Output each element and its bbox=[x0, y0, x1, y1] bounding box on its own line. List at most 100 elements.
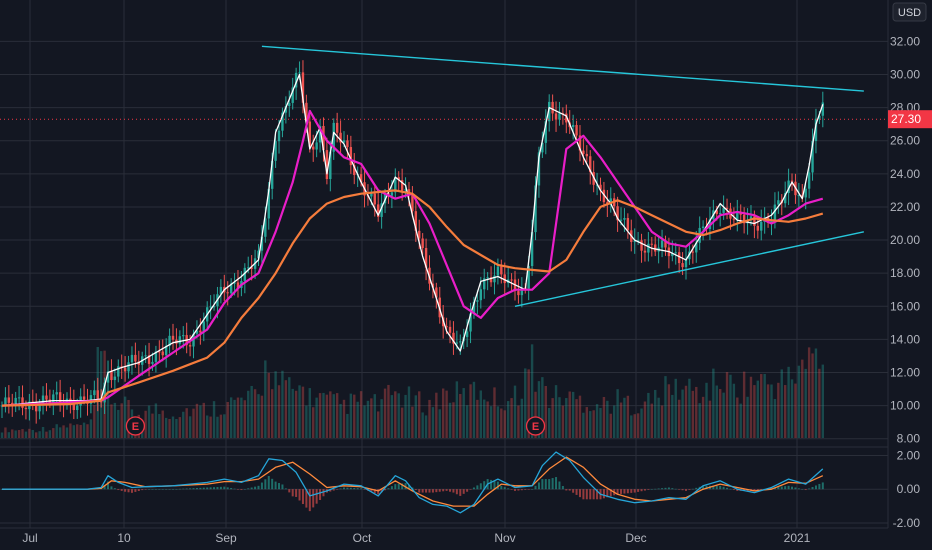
candle-body bbox=[749, 216, 753, 221]
last-price-label: 27.30 bbox=[891, 112, 921, 126]
macd-histogram-bar bbox=[257, 485, 260, 490]
macd-histogram-bar bbox=[438, 489, 441, 492]
macd-histogram-bar bbox=[555, 477, 558, 490]
macd-histogram-bar bbox=[322, 489, 325, 497]
candle-body bbox=[52, 394, 55, 403]
candle-body bbox=[476, 300, 479, 302]
volume-bar bbox=[168, 418, 171, 438]
volume-bar bbox=[595, 404, 599, 438]
candle-body bbox=[264, 218, 267, 237]
volume-bar bbox=[192, 408, 195, 438]
volume-bar bbox=[506, 401, 510, 438]
macd-histogram-bar bbox=[455, 489, 458, 495]
candle-body bbox=[72, 401, 76, 411]
candle-body bbox=[602, 189, 606, 203]
macd-histogram-bar bbox=[445, 489, 448, 491]
volume-bar bbox=[558, 397, 561, 438]
volume-bar bbox=[175, 418, 178, 438]
macd-histogram-bar bbox=[264, 479, 267, 490]
candle-body bbox=[291, 87, 294, 103]
macd-histogram-bar bbox=[407, 485, 410, 490]
volume-bar bbox=[264, 360, 267, 438]
volume-bar bbox=[188, 416, 192, 438]
candle-body bbox=[178, 336, 182, 344]
volume-bar bbox=[270, 389, 274, 438]
price-tick-label: 10.00 bbox=[890, 399, 920, 413]
earnings-marker[interactable] bbox=[125, 416, 146, 436]
volume-bar bbox=[435, 392, 438, 438]
volume-bar bbox=[773, 399, 777, 438]
volume-bar bbox=[424, 415, 428, 438]
volume-bar bbox=[363, 405, 366, 438]
macd-histogram-bar bbox=[558, 481, 561, 490]
volume-bar bbox=[41, 426, 45, 438]
macd-histogram-bar bbox=[243, 489, 246, 490]
volume-bar bbox=[431, 407, 435, 438]
macd-histogram-bar bbox=[496, 481, 499, 490]
volume-bar bbox=[783, 385, 787, 438]
candle-body bbox=[243, 267, 247, 281]
candle-body bbox=[312, 146, 315, 150]
volume-bar bbox=[602, 396, 606, 438]
volume-bar bbox=[742, 371, 746, 438]
volume-bar bbox=[732, 383, 736, 438]
candle-body bbox=[435, 287, 438, 298]
volume-bar bbox=[294, 390, 298, 438]
candle-body bbox=[55, 392, 58, 395]
macd-histogram-bar bbox=[301, 489, 304, 505]
macd-histogram-bar bbox=[818, 483, 821, 490]
volume-bar bbox=[24, 431, 28, 438]
macd-histogram-bar bbox=[192, 488, 195, 490]
volume-bar bbox=[257, 394, 260, 438]
volume-bar bbox=[524, 368, 527, 438]
macd-histogram-bar bbox=[343, 487, 345, 490]
macd-histogram-bar bbox=[134, 489, 137, 492]
volume-bar bbox=[483, 399, 486, 438]
volume-bar bbox=[530, 344, 534, 438]
volume-bar bbox=[684, 385, 688, 438]
macd-histogram-bar bbox=[373, 489, 376, 494]
volume-bar bbox=[291, 388, 294, 438]
volume-bar bbox=[199, 405, 202, 438]
candle-body bbox=[616, 206, 619, 221]
volume-bar bbox=[606, 400, 609, 438]
currency-badge[interactable]: USD bbox=[892, 2, 927, 22]
trendline-resistance[interactable] bbox=[261, 45, 864, 92]
macd-histogram-bar bbox=[260, 482, 263, 490]
volume-bar bbox=[387, 384, 390, 438]
earnings-marker-label: E bbox=[132, 421, 139, 433]
macd-histogram-bar bbox=[469, 489, 472, 490]
candle-body bbox=[411, 193, 414, 212]
macd-histogram-bar bbox=[250, 487, 253, 490]
candle-body bbox=[493, 275, 496, 283]
macd-histogram-bar bbox=[346, 487, 349, 490]
candle-body bbox=[483, 278, 486, 290]
candle-body bbox=[24, 407, 28, 410]
volume-bar bbox=[592, 410, 595, 438]
volume-bar bbox=[438, 409, 441, 438]
volume-bar bbox=[407, 386, 411, 438]
volume-bar bbox=[787, 366, 790, 438]
volume-bar bbox=[616, 389, 619, 438]
macd-histogram-bar bbox=[216, 486, 219, 490]
macd-histogram-bar bbox=[681, 489, 684, 491]
volume-bar bbox=[342, 399, 346, 438]
candle-body bbox=[585, 153, 589, 157]
candle-body bbox=[770, 219, 773, 224]
macd-histogram-bar bbox=[213, 487, 216, 490]
candle-body bbox=[595, 184, 599, 186]
candle-body bbox=[171, 335, 175, 340]
trendline-support[interactable] bbox=[514, 231, 864, 307]
candle-body bbox=[818, 115, 821, 119]
volume-bar bbox=[35, 432, 38, 438]
candle-body bbox=[192, 333, 195, 347]
macd-histogram-bar bbox=[288, 489, 291, 493]
earnings-marker[interactable] bbox=[525, 416, 546, 436]
macd-histogram-bar bbox=[483, 481, 486, 490]
macd-histogram-bar bbox=[811, 486, 814, 490]
volume-bar bbox=[65, 427, 69, 438]
macd-histogram-bar bbox=[630, 489, 633, 493]
volume-bar bbox=[667, 384, 671, 438]
volume-bar bbox=[578, 395, 582, 438]
